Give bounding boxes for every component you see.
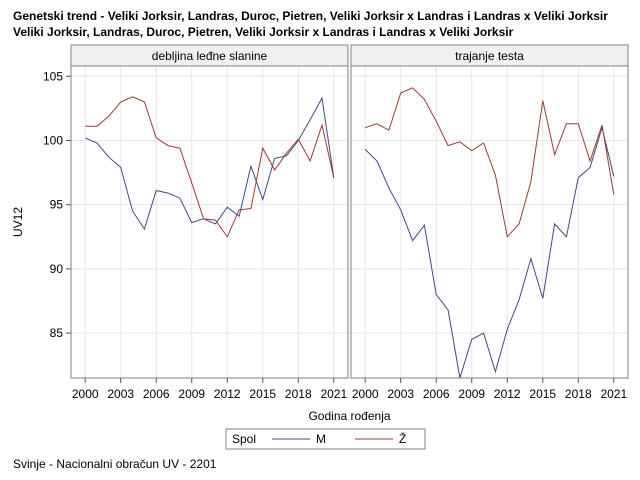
plot-frame-2 <box>350 65 629 379</box>
legend-label-m: M <box>316 432 326 446</box>
x-tick-label: 2018 <box>285 387 312 401</box>
x-tick-label: 2021 <box>320 387 347 401</box>
x-tick-label: 2009 <box>458 387 485 401</box>
footnote: Svinje - Nacionalni obračun UV - 2201 <box>13 457 217 471</box>
legend-label-z: Ž <box>399 431 406 446</box>
y-tick-label: 90 <box>50 262 64 276</box>
y-tick-label: 85 <box>50 326 64 340</box>
x-axis-label: Godina rođenja <box>308 409 390 423</box>
x-tick-label: 2003 <box>107 387 134 401</box>
y-tick-label: 100 <box>43 133 63 147</box>
chart-title: Genetski trend - Veliki Jorksir, Landras… <box>13 8 633 40</box>
series-line-m-panel-1 <box>85 96 335 231</box>
legend-frame <box>225 428 426 450</box>
x-tick-label: 2021 <box>600 387 627 401</box>
chart-title-line-1: Genetski trend - Veliki Jorksir, Landras… <box>13 9 608 23</box>
panel-label-2: trajanje testa <box>455 49 524 63</box>
x-tick-label: 2000 <box>72 387 99 401</box>
x-tick-label: 2009 <box>178 387 205 401</box>
series-line-m-panel-2 <box>364 125 615 379</box>
x-tick-label: 2018 <box>565 387 592 401</box>
x-tick-label: 2003 <box>387 387 414 401</box>
x-tick-label: 2006 <box>143 387 170 401</box>
plot-frame-1 <box>70 65 349 379</box>
legend-title: Spol <box>232 432 256 446</box>
panel-label-1: debljina leđne slanine <box>152 49 268 63</box>
x-tick-label: 2006 <box>423 387 450 401</box>
y-axis-label: UV12 <box>11 207 25 237</box>
chart-title-line-2: Veliki Jorksir, Landras, Duroc, Pietren,… <box>13 25 514 39</box>
x-tick-label: 2015 <box>529 387 556 401</box>
x-tick-label: 2012 <box>494 387 521 401</box>
x-tick-label: 2012 <box>214 387 241 401</box>
series-line-z-panel-1 <box>85 96 335 238</box>
x-tick-label: 2000 <box>352 387 379 401</box>
x-tick-label: 2015 <box>249 387 276 401</box>
y-tick-label: 105 <box>43 69 63 83</box>
y-tick-label: 95 <box>50 198 64 212</box>
series-line-z-panel-2 <box>365 87 615 238</box>
